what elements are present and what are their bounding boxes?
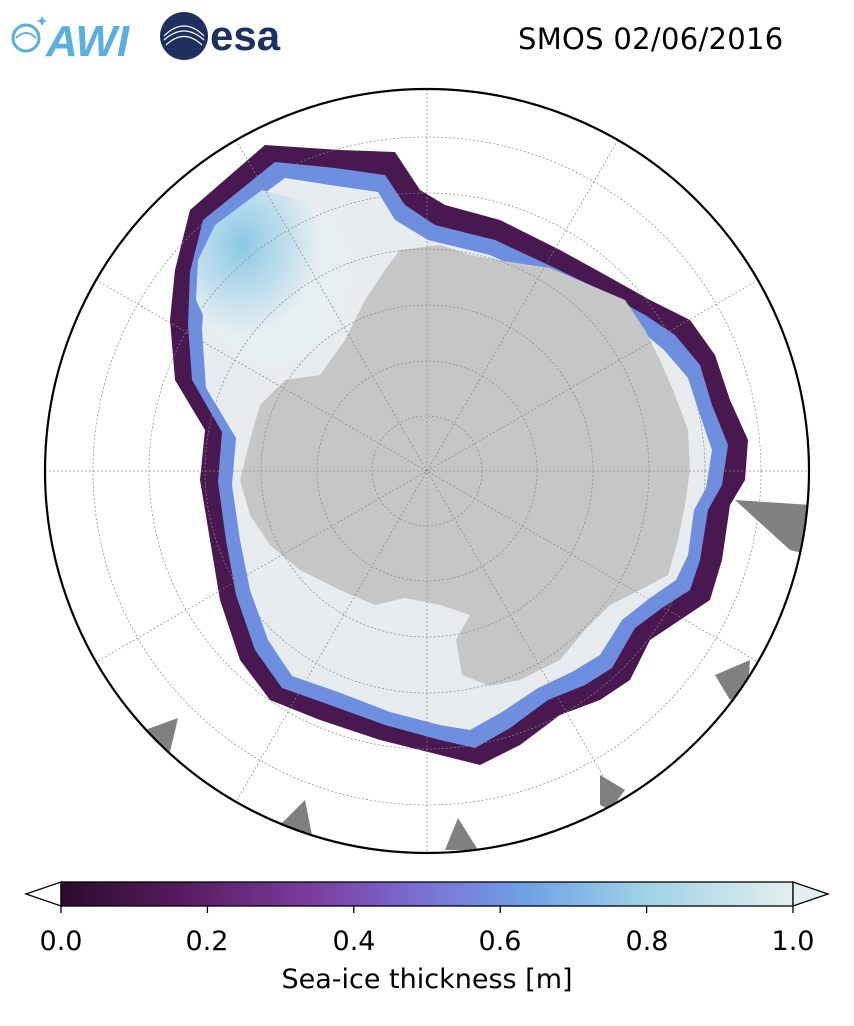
esa-logo-text: esa: [210, 12, 281, 59]
colorbar-tick-label: 0.8: [625, 926, 669, 957]
map-boundary: [43, 87, 811, 855]
awi-logo: AWI: [8, 8, 148, 68]
colorbar-label: Sea-ice thickness [m]: [281, 964, 573, 995]
no-data-west: [145, 718, 178, 752]
colorbar-tick-label: 0.6: [478, 926, 522, 957]
no-data-south: [445, 818, 478, 850]
colorbar-extend-max: [792, 881, 831, 907]
colorbar-tick-label: 0.4: [332, 926, 376, 957]
colorbar-extend-min: [23, 881, 62, 907]
graticule: [45, 89, 809, 853]
awi-logo-text: AWI: [45, 17, 130, 64]
colorbar-tick-label: 0.0: [39, 926, 83, 957]
esa-logo: esa: [158, 10, 304, 66]
thick-ice-weddell: [196, 190, 350, 370]
colorbar-gradient: [60, 881, 794, 907]
map-title: SMOS 02/06/2016: [518, 22, 784, 56]
antarctica: [240, 245, 690, 686]
colorbar-tick-label: 0.2: [185, 926, 229, 957]
colorbar: [23, 881, 831, 913]
no-data-east: [735, 500, 809, 555]
colorbar-tick-label: 1.0: [771, 926, 815, 957]
awi-globe-icon: [11, 23, 41, 53]
